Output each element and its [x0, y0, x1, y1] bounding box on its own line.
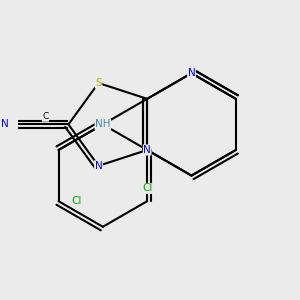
Text: Cl: Cl — [71, 196, 82, 206]
Text: N: N — [188, 68, 195, 78]
Text: N: N — [143, 145, 151, 155]
Text: Cl: Cl — [142, 183, 152, 194]
Text: S: S — [95, 78, 102, 88]
Text: N: N — [94, 161, 102, 171]
Text: NH: NH — [95, 119, 111, 129]
Text: N: N — [1, 119, 8, 129]
Text: C: C — [42, 112, 49, 121]
